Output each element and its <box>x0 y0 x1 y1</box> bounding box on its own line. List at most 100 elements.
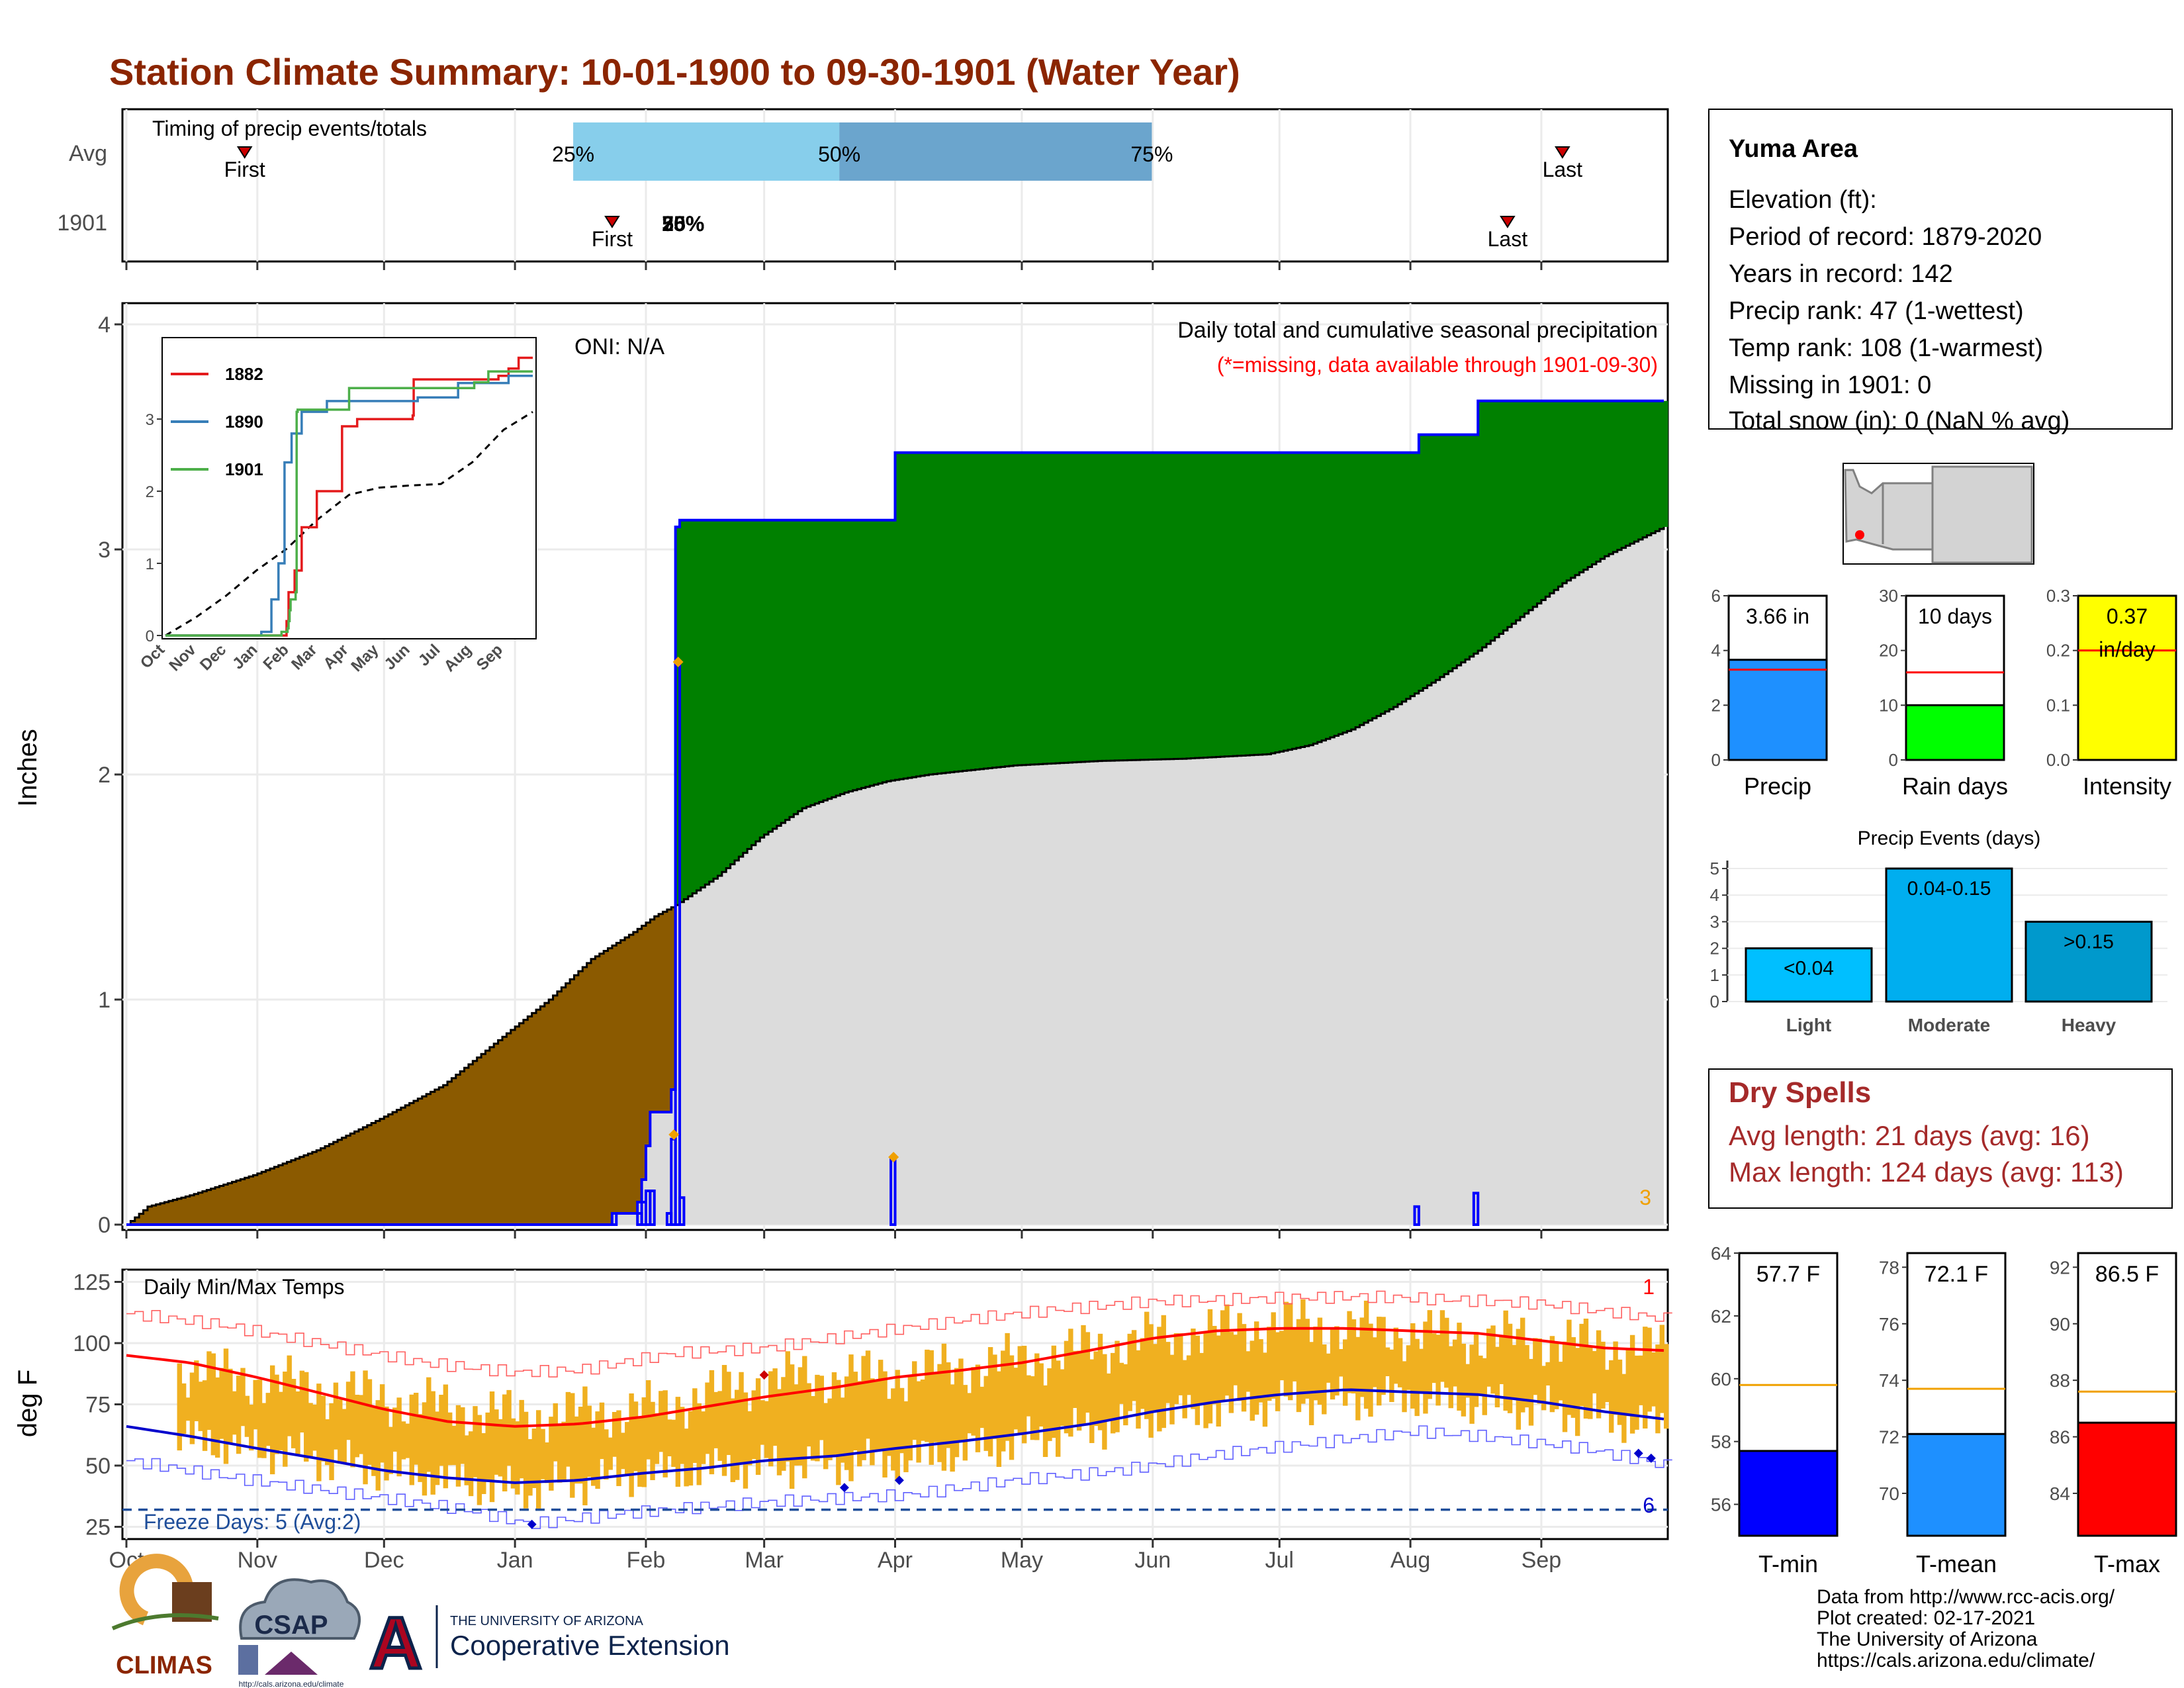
mini-chart-value: 3.66 in <box>1746 604 1809 628</box>
timing-year-last-marker <box>1500 216 1516 228</box>
mini-chart-y-tick: 6 <box>1711 586 1721 606</box>
inset-legend-label: 1882 <box>225 364 263 384</box>
inset-y-tick: 1 <box>146 555 154 573</box>
cumulative-average-line <box>126 527 1665 1226</box>
month-tick-feb: Feb <box>627 1548 666 1573</box>
location-map <box>1843 463 2034 565</box>
month-tick-nov: Nov <box>238 1548 277 1573</box>
record-high-line <box>126 1290 1672 1378</box>
footer-line-university: The University of Arizona <box>1817 1628 2038 1650</box>
timing-year-pct-label: 75% <box>662 212 704 236</box>
month-tick-apr: Apr <box>878 1548 913 1573</box>
inset-legend-label: 1890 <box>225 412 263 432</box>
temp-summary-y-tick: 86 <box>2050 1427 2070 1448</box>
temp-y-tick: 125 <box>73 1270 111 1295</box>
mini-chart-bar <box>2077 594 2177 761</box>
mini-chart-y-tick: 0.1 <box>2046 695 2070 715</box>
mini-chart-y-tick: 30 <box>1879 586 1898 606</box>
heavy-precip-marker <box>668 1129 680 1140</box>
timing-year-first-label: First <box>592 227 633 251</box>
temp-summary-y-tick: 58 <box>1711 1432 1731 1452</box>
events-y-tick: 0 <box>1710 992 1719 1011</box>
precip-corner-count: 3 <box>1639 1186 1651 1209</box>
mini-chart-y-tick: 4 <box>1711 641 1721 661</box>
events-y-tick: 3 <box>1710 912 1719 931</box>
station-info-box: Yuma Area Elevation (ft): Period of reco… <box>1708 109 2173 435</box>
temp-summary-y-tick: 78 <box>1879 1257 1899 1278</box>
temp-summary-y-tick: 76 <box>1879 1314 1899 1335</box>
timing-title: Timing of precip events/totals <box>152 117 427 140</box>
mini-chart-y-tick: 0.2 <box>2046 641 2070 661</box>
temp-summary-bar <box>2077 1421 2177 1537</box>
temp-summary-y-tick: 64 <box>1711 1243 1731 1264</box>
temp-summary-t-mean: 70 72 74 76 78 72.1 F T-mean <box>1879 1252 2007 1577</box>
temp-summary-y-tick: 84 <box>2050 1483 2070 1504</box>
inset-legend-label: 1901 <box>225 459 263 479</box>
events-bar-label: Light <box>1786 1015 1831 1035</box>
page-title: Station Climate Summary: 10-01-1900 to 0… <box>109 51 1240 93</box>
ua-line1: THE UNIVERSITY OF ARIZONA <box>450 1614 644 1628</box>
temp-y-tick: 25 <box>85 1515 111 1540</box>
events-y-tick: 4 <box>1710 885 1719 905</box>
station-line-temp-rank: Temp rank: 108 (1-warmest) <box>1729 334 2043 362</box>
csap-url: http://cals.arizona.edu/climate <box>239 1679 344 1688</box>
csap-logo-text: CSAP <box>254 1611 328 1640</box>
timing-year-last-label: Last <box>1488 227 1528 251</box>
precip-y-tick: 0 <box>98 1213 111 1238</box>
temp-summary-y-tick: 70 <box>1879 1483 1899 1504</box>
temp-summary-bar <box>1738 1450 1839 1537</box>
inset-series-1901 <box>165 370 533 637</box>
temp-summary-value: 72.1 F <box>1925 1262 1988 1287</box>
deficit-area <box>130 907 676 1225</box>
mini-chart-intensity: 0.0 0.1 0.2 0.3 0.37 in/day Intensity <box>2046 586 2177 800</box>
record-marker <box>1633 1448 1643 1458</box>
missing-note: (*=missing, data available through 1901-… <box>1217 353 1658 377</box>
footer-logos: CLIMAS CSAP http://cals.arizona.edu/clim… <box>111 1554 730 1688</box>
daily-precip-bar <box>610 1212 618 1226</box>
temp-summary-y-tick: 74 <box>1879 1370 1899 1391</box>
station-line-period: Period of record: 1879-2020 <box>1729 223 2042 251</box>
record-marker <box>527 1519 537 1529</box>
timing-avg-pct-label: 25% <box>552 142 594 166</box>
station-line-precip-rank: Precip rank: 47 (1-wettest) <box>1729 297 2024 325</box>
mini-chart-precip: 0 2 4 6 3.66 in Precip <box>1711 586 1828 800</box>
precip-y-tick: 1 <box>98 988 111 1013</box>
precip-y-label: Inches <box>13 729 42 807</box>
dry-spells-avg: Avg length: 21 days (avg: 16) <box>1729 1120 2090 1151</box>
month-tick-dec: Dec <box>364 1548 404 1573</box>
mini-chart-label: Precip <box>1744 773 1811 800</box>
mini-chart-value-line2: in/day <box>2099 637 2155 661</box>
events-bar-light <box>1745 947 1873 1003</box>
temp-summary-label: T-max <box>2094 1550 2160 1577</box>
month-tick-aug: Aug <box>1390 1548 1431 1573</box>
timing-avg-first-marker <box>236 146 253 159</box>
mini-chart-label: Rain days <box>1902 773 2008 800</box>
timing-avg-pct-label: 75% <box>1130 142 1173 166</box>
events-title: Precip Events (days) <box>1858 827 2041 849</box>
mini-chart-label: Intensity <box>2083 773 2171 800</box>
footer-line-created: Plot created: 02-17-2021 <box>1817 1607 2035 1629</box>
station-location-dot <box>1855 530 1864 539</box>
footer-line-data: Data from http://www.rcc-acis.org/ <box>1817 1586 2115 1608</box>
month-tick-mar: Mar <box>745 1548 784 1573</box>
precip-y-tick: 2 <box>98 763 111 788</box>
month-tick-sep: Sep <box>1522 1548 1562 1573</box>
precip-events-chart: Precip Events (days) 0 1 2 3 4 5 <0.04 Light 0.0… <box>1710 827 2167 1035</box>
temp-summary-t-min: 56 58 60 62 64 57.7 F T-min <box>1711 1243 1839 1577</box>
timing-50-75-bar <box>839 122 1152 181</box>
month-tick-jan: Jan <box>497 1548 533 1573</box>
mini-chart-y-tick: 0.0 <box>2046 750 2070 770</box>
station-line-missing: Missing in 1901: 0 <box>1729 371 1931 399</box>
average-min-line <box>126 1388 1664 1484</box>
ua-line2: Cooperative Extension <box>450 1630 730 1661</box>
events-bar-heavy <box>2025 920 2153 1003</box>
timing-avg-first-label: First <box>224 158 265 181</box>
freeze-days-label: Freeze Days: 5 (Avg:2) <box>144 1510 361 1534</box>
temp-summary-y-tick: 72 <box>1879 1427 1899 1448</box>
climas-logo-text: CLIMAS <box>116 1652 212 1679</box>
timing-panel: Timing of precip events/totals Avg 1901 … <box>57 108 1669 263</box>
timing-25-50-bar <box>573 122 840 181</box>
csap-logo: CSAP http://cals.arizona.edu/climate <box>238 1578 361 1688</box>
